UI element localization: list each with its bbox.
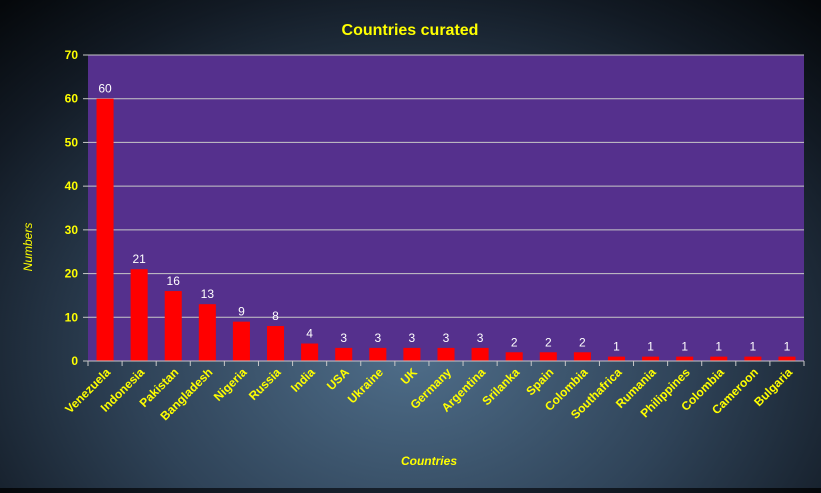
x-tick-label: USA bbox=[324, 365, 352, 393]
gridlines bbox=[88, 54, 804, 318]
bar bbox=[607, 356, 625, 361]
bar bbox=[267, 326, 285, 361]
bar bbox=[505, 352, 523, 361]
chart-title: Countries curated bbox=[342, 22, 479, 39]
y-tick-label: 40 bbox=[65, 179, 79, 193]
x-tick-label: India bbox=[288, 365, 318, 395]
y-tick-label: 70 bbox=[65, 48, 79, 62]
y-tick-label: 60 bbox=[65, 92, 79, 106]
data-label: 3 bbox=[340, 331, 347, 345]
bar bbox=[335, 347, 353, 361]
data-label: 3 bbox=[409, 331, 416, 345]
x-tick-label: UK bbox=[398, 365, 420, 387]
data-label: 1 bbox=[715, 340, 722, 354]
x-axis-title: Countries bbox=[401, 454, 457, 468]
data-label: 21 bbox=[132, 252, 146, 266]
bar bbox=[539, 352, 557, 361]
x-axis-ticks: VenezuelaIndonesiaPakistanBangladeshNige… bbox=[62, 361, 805, 423]
bar bbox=[232, 321, 250, 361]
bar bbox=[676, 356, 694, 361]
x-tick-label: Nigeria bbox=[211, 365, 250, 404]
data-label: 1 bbox=[647, 340, 654, 354]
data-label: 3 bbox=[477, 331, 484, 345]
bar bbox=[403, 347, 421, 361]
data-label: 2 bbox=[579, 335, 586, 349]
y-tick-label: 20 bbox=[65, 267, 79, 281]
data-label: 3 bbox=[443, 331, 450, 345]
bar bbox=[437, 347, 455, 361]
bar bbox=[130, 269, 148, 361]
x-tick-label: Bulgaria bbox=[751, 365, 795, 409]
y-tick-label: 0 bbox=[71, 354, 78, 368]
data-label: 2 bbox=[545, 335, 552, 349]
bar bbox=[369, 347, 387, 361]
x-tick-label: Ukraine bbox=[345, 365, 386, 406]
bar bbox=[573, 352, 591, 361]
y-tick-label: 10 bbox=[65, 310, 79, 324]
data-label: 4 bbox=[306, 327, 313, 341]
bar bbox=[164, 291, 182, 361]
data-label: 3 bbox=[374, 331, 381, 345]
data-label: 60 bbox=[98, 82, 112, 96]
y-axis-ticks: 0 10 20 30 40 50 60 70 bbox=[65, 48, 88, 368]
y-tick-label: 50 bbox=[65, 135, 79, 149]
data-label: 1 bbox=[784, 340, 791, 354]
bars bbox=[96, 98, 796, 361]
data-label: 16 bbox=[167, 274, 181, 288]
x-tick-label: Russia bbox=[246, 365, 284, 403]
bar bbox=[471, 347, 489, 361]
data-label: 9 bbox=[238, 305, 245, 319]
x-tick-label: Srilanka bbox=[479, 365, 522, 408]
bar bbox=[642, 356, 660, 361]
plot-area bbox=[88, 55, 804, 361]
y-tick-label: 30 bbox=[65, 223, 79, 237]
bar bbox=[710, 356, 728, 361]
bar bbox=[96, 98, 114, 361]
data-label: 13 bbox=[201, 287, 215, 301]
data-label: 8 bbox=[272, 309, 279, 323]
bar bbox=[778, 356, 796, 361]
data-label: 1 bbox=[613, 340, 620, 354]
bar bbox=[301, 343, 319, 361]
bar bbox=[198, 304, 216, 361]
data-label: 2 bbox=[511, 335, 518, 349]
bar bbox=[744, 356, 762, 361]
data-label: 1 bbox=[681, 340, 688, 354]
data-label: 1 bbox=[750, 340, 757, 354]
y-axis-title: Numbers bbox=[21, 223, 35, 272]
